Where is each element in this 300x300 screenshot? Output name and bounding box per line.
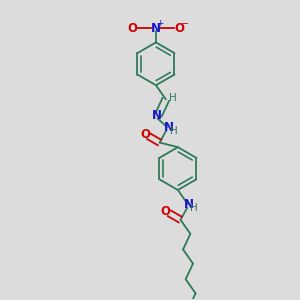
Text: H: H bbox=[190, 203, 198, 213]
Text: O: O bbox=[140, 128, 150, 141]
Text: N: N bbox=[152, 109, 162, 122]
Text: O: O bbox=[161, 205, 171, 218]
Text: N: N bbox=[164, 121, 173, 134]
Text: +: + bbox=[156, 19, 164, 28]
Text: N: N bbox=[184, 198, 194, 211]
Text: N: N bbox=[151, 22, 161, 34]
Text: O: O bbox=[174, 22, 184, 34]
Text: O: O bbox=[128, 22, 138, 34]
Text: H: H bbox=[169, 125, 177, 136]
Text: −: − bbox=[181, 19, 189, 29]
Text: H: H bbox=[169, 92, 177, 103]
